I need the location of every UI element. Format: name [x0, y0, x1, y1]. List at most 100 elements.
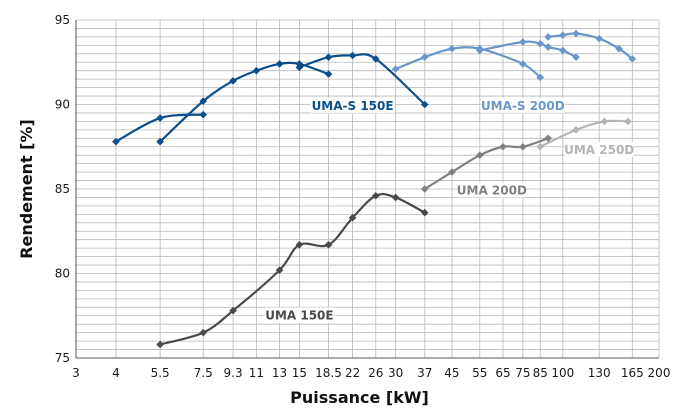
data-point — [295, 63, 304, 72]
data-point — [572, 29, 580, 38]
x-tick-label: 165 — [621, 366, 644, 380]
series-label-bg — [265, 307, 334, 323]
data-point — [600, 117, 609, 126]
data-point — [519, 38, 527, 46]
x-tick-label: 30 — [388, 366, 403, 380]
data-point — [275, 266, 284, 274]
label-layer: UMA-S 150E UMA-S 200D UMA 150E UMA 200D UMA … — [265, 97, 634, 323]
x-tick-label: 37 — [417, 366, 432, 380]
y-tick-label: 85 — [55, 182, 70, 196]
axes: 3 4 5.5 7.5 9.3 11 13 15 18.5 22 26 30 37 45 55 65 75 85 1… — [55, 13, 671, 380]
data-point — [199, 328, 207, 337]
data-point — [536, 142, 545, 151]
x-tick-label: 11 — [249, 366, 264, 380]
x-axis-title: Puissance [kW] — [290, 388, 429, 407]
data-point — [295, 240, 304, 249]
series-line — [159, 192, 426, 346]
data-point — [348, 51, 357, 60]
series-label: UMA 200D — [457, 183, 527, 197]
data-point — [252, 66, 261, 75]
series-label-bg — [457, 182, 527, 198]
series-uma-s-200d — [391, 29, 637, 82]
data-point — [499, 142, 507, 151]
series-label: UMA-S 200D — [481, 99, 565, 113]
x-tick-label: 4 — [112, 366, 120, 380]
data-point — [420, 100, 429, 109]
data-point — [156, 340, 164, 349]
data-point — [229, 77, 237, 85]
data-point — [628, 55, 637, 63]
data-point — [544, 33, 552, 41]
data-point — [371, 191, 380, 200]
series-line — [539, 119, 629, 148]
data-point — [558, 31, 567, 40]
y-tick-label: 90 — [55, 98, 70, 112]
data-point — [391, 193, 400, 202]
data-point — [275, 60, 284, 68]
data-point — [420, 208, 429, 217]
data-point — [572, 126, 580, 134]
x-tick-label: 13 — [272, 366, 287, 380]
series-label: UMA-S 150E — [312, 99, 394, 113]
data-point — [615, 44, 623, 53]
y-axis-title: Rendement [%] — [17, 119, 36, 259]
data-point — [348, 213, 357, 222]
data-point — [420, 53, 429, 61]
series-label-bg — [564, 141, 634, 157]
data-point — [624, 117, 632, 126]
data-point — [324, 53, 333, 61]
x-tick-label: 200 — [648, 366, 671, 380]
x-tick-label: 5.5 — [151, 366, 170, 380]
data-point — [324, 240, 333, 249]
data-point — [156, 114, 164, 122]
data-point — [448, 44, 456, 53]
series-label: UMA 150E — [265, 308, 333, 322]
data-point — [112, 137, 120, 146]
data-point — [595, 34, 603, 43]
x-tick-label: 9.3 — [224, 366, 243, 380]
grid — [75, 19, 660, 359]
y-tick-label: 75 — [55, 351, 70, 365]
series-label-bg — [480, 97, 565, 113]
y-tick-label: 95 — [55, 13, 70, 27]
x-tick-label: 85 — [533, 366, 548, 380]
data-point — [420, 185, 429, 193]
x-tick-label: 130 — [588, 366, 611, 380]
series-uma-150e — [156, 191, 429, 349]
data-point — [544, 134, 552, 143]
x-tick-label: 3 — [72, 366, 80, 380]
series-label: UMA 250D — [564, 143, 634, 157]
y-tick-label: 80 — [55, 267, 70, 281]
data-point — [475, 46, 484, 55]
data-point — [519, 142, 527, 151]
data-point — [519, 60, 527, 68]
data-point — [324, 70, 333, 78]
x-tick-label: 7.5 — [194, 366, 213, 380]
series-label-bg — [310, 97, 395, 113]
data-point — [536, 73, 545, 82]
data-point — [536, 39, 545, 48]
data-point — [475, 151, 484, 159]
data-point — [156, 137, 164, 146]
x-tick-label: 26 — [368, 366, 383, 380]
x-tick-label: 65 — [495, 366, 510, 380]
data-point — [558, 46, 567, 55]
data-point — [199, 110, 207, 119]
data-point — [229, 306, 237, 315]
series-layer — [112, 29, 637, 349]
data-point — [544, 43, 552, 51]
series-uma-200d — [420, 134, 552, 193]
data-point — [199, 97, 207, 105]
x-tick-label: 15 — [292, 366, 307, 380]
series-uma-250d — [536, 117, 632, 151]
x-tick-label: 55 — [472, 366, 487, 380]
x-tick-label: 45 — [444, 366, 459, 380]
data-point — [572, 53, 580, 61]
data-point — [391, 65, 400, 73]
x-tick-label: 100 — [551, 366, 574, 380]
data-point — [371, 55, 380, 63]
x-tick-label: 22 — [345, 366, 360, 380]
data-point — [448, 168, 456, 176]
x-tick-label: 18.5 — [315, 366, 342, 380]
